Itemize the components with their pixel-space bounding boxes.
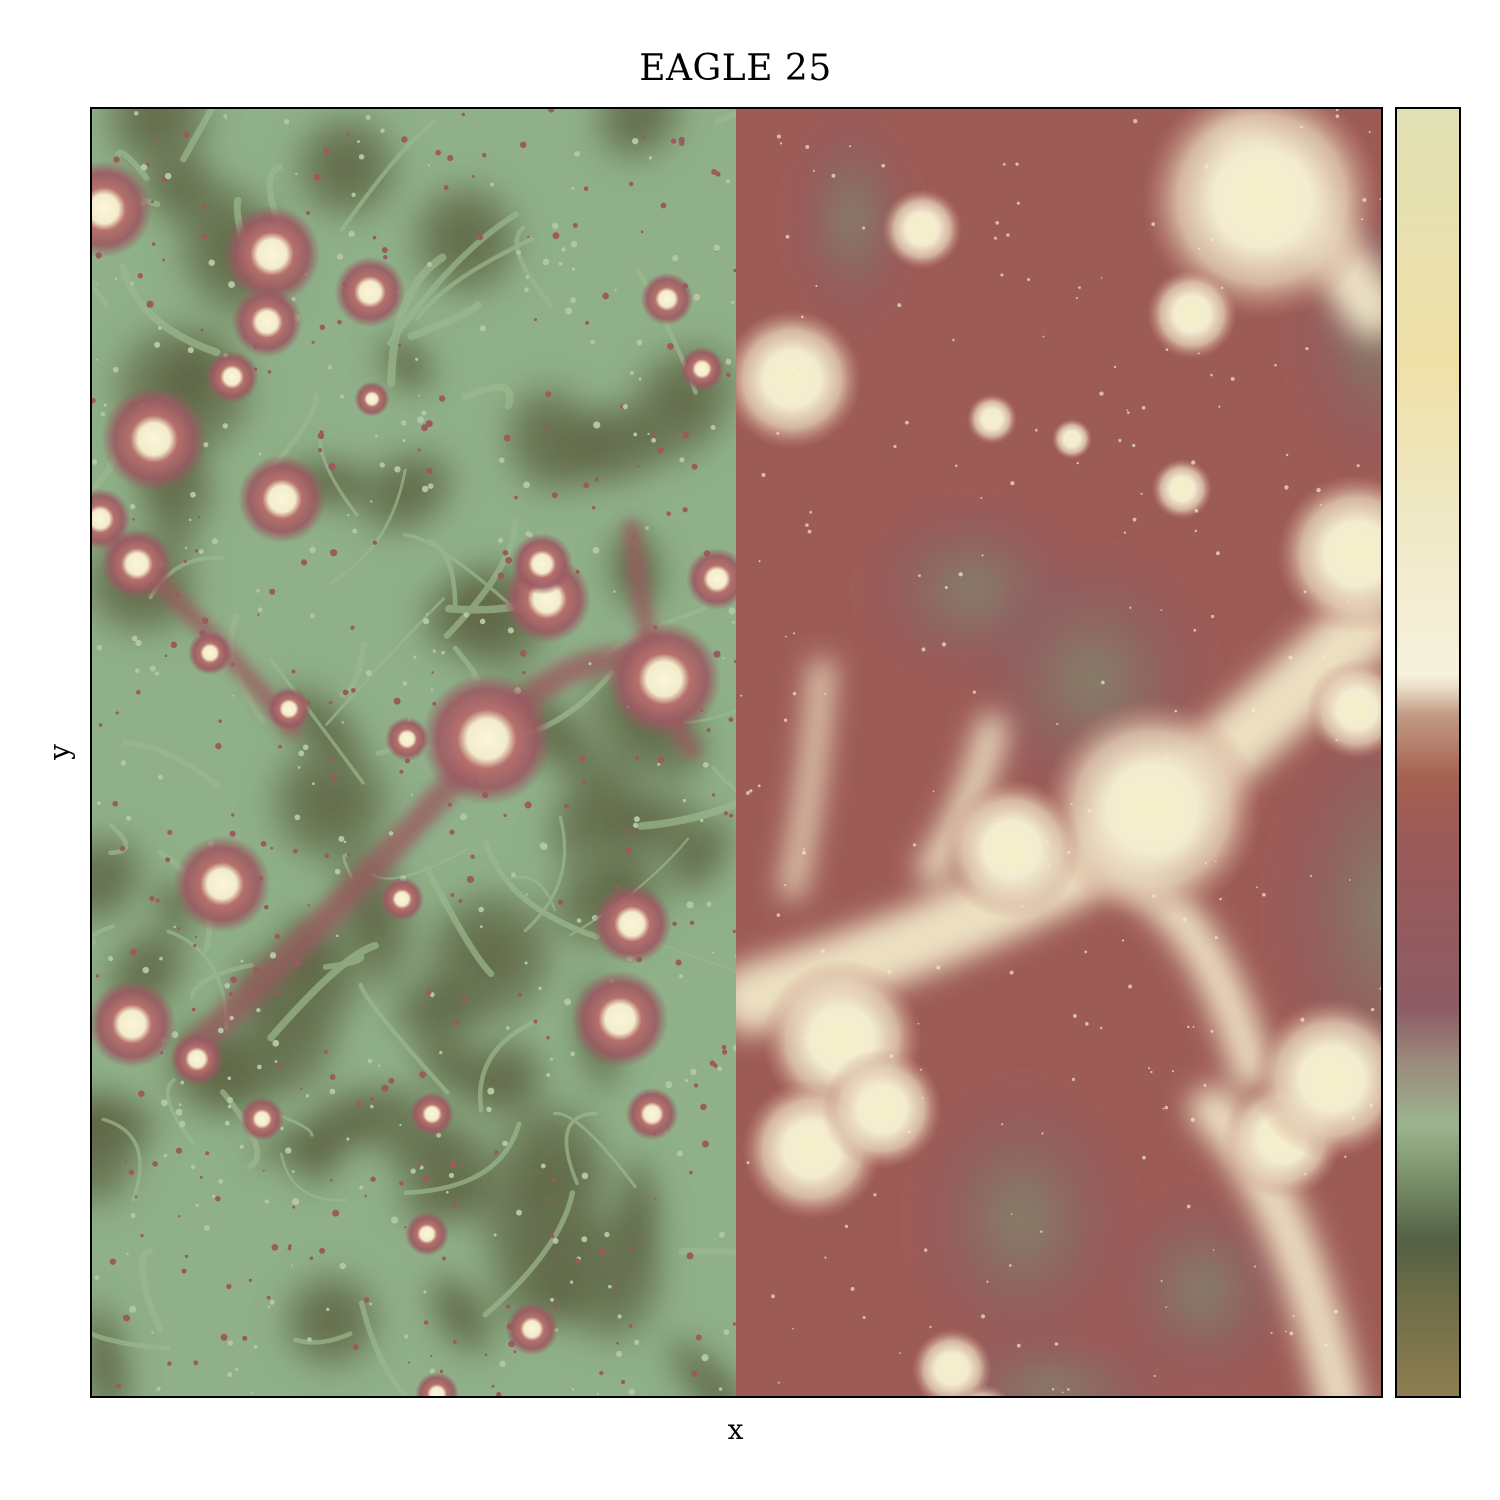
density-map [92, 109, 1381, 1396]
y-axis-label: y [43, 744, 76, 760]
colorbar-gradient [1397, 109, 1459, 1396]
gas-temperature-panel [736, 109, 1381, 1396]
figure-title: EAGLE 25 [639, 48, 832, 89]
dark-matter-panel [92, 109, 736, 1396]
image-panel [90, 107, 1383, 1398]
colorbar [1395, 107, 1461, 1398]
x-axis-label: x [727, 1413, 744, 1446]
